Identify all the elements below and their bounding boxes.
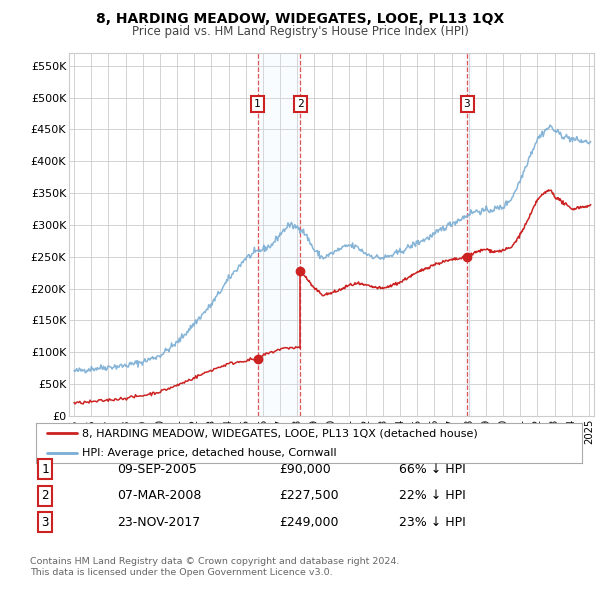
Bar (257, 53, 301, 416)
Text: 8, HARDING MEADOW, WIDEGATES, LOOE, PL13 1QX: 8, HARDING MEADOW, WIDEGATES, LOOE, PL13… (96, 12, 504, 26)
Text: 3: 3 (464, 99, 470, 109)
Text: 2: 2 (41, 489, 49, 502)
Text: 1: 1 (41, 463, 49, 476)
Text: 66% ↓ HPI: 66% ↓ HPI (399, 463, 466, 476)
Text: £227,500: £227,500 (279, 489, 338, 502)
Text: Price paid vs. HM Land Registry's House Price Index (HPI): Price paid vs. HM Land Registry's House … (131, 25, 469, 38)
Text: 2: 2 (297, 99, 304, 109)
Text: 23% ↓ HPI: 23% ↓ HPI (399, 516, 466, 529)
Text: HPI: Average price, detached house, Cornwall: HPI: Average price, detached house, Corn… (82, 448, 337, 458)
Text: 8, HARDING MEADOW, WIDEGATES, LOOE, PL13 1QX (detached house): 8, HARDING MEADOW, WIDEGATES, LOOE, PL13… (82, 428, 478, 438)
Text: £249,000: £249,000 (279, 516, 338, 529)
Bar (465, 53, 472, 416)
Text: 1: 1 (254, 99, 261, 109)
Text: This data is licensed under the Open Government Licence v3.0.: This data is licensed under the Open Gov… (30, 568, 332, 577)
Text: 22% ↓ HPI: 22% ↓ HPI (399, 489, 466, 502)
Text: 09-SEP-2005: 09-SEP-2005 (117, 463, 197, 476)
Text: 23-NOV-2017: 23-NOV-2017 (117, 516, 200, 529)
Text: Contains HM Land Registry data © Crown copyright and database right 2024.: Contains HM Land Registry data © Crown c… (30, 558, 400, 566)
Text: 07-MAR-2008: 07-MAR-2008 (117, 489, 202, 502)
Text: £90,000: £90,000 (279, 463, 331, 476)
Text: 3: 3 (41, 516, 49, 529)
